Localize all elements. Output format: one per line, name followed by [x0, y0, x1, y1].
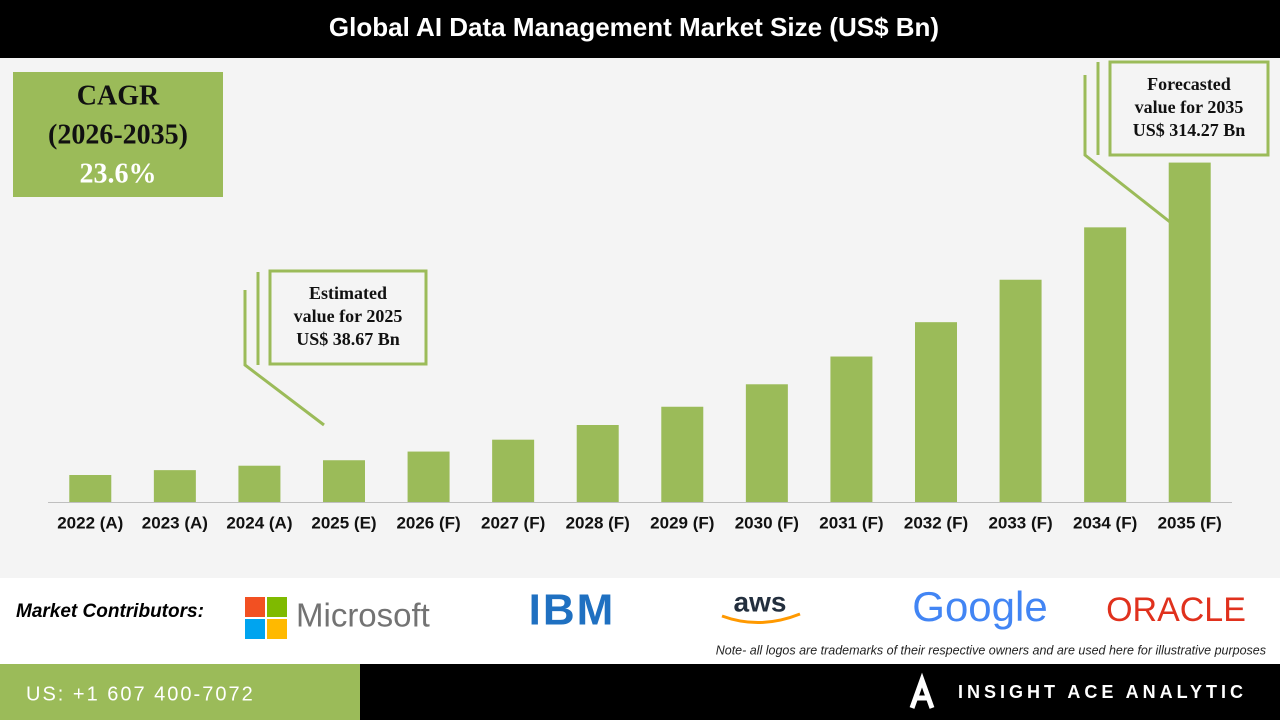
annotation-2035: Forecasted value for 2035 US$ 314.27 Bn	[1133, 74, 1246, 140]
cagr-period: (2026-2035)	[48, 119, 188, 150]
bar	[69, 475, 112, 502]
x-tick-label: 2030 (F)	[735, 513, 799, 532]
logo-oracle: ORACLE	[1106, 591, 1246, 629]
bar	[661, 406, 704, 502]
x-tick-label: 2028 (F)	[566, 513, 630, 532]
footer-brand-bar	[360, 664, 1280, 720]
bar	[745, 384, 788, 502]
annotation-line: Estimated	[309, 283, 387, 303]
bar	[492, 439, 535, 502]
footer-phone-bar	[0, 664, 360, 720]
cagr-value: 23.6%	[80, 158, 157, 189]
callout-box	[268, 269, 428, 366]
x-tick-label: 2033 (F)	[988, 513, 1052, 532]
annotation-2025: Estimated value for 2025 US$ 38.67 Bn	[294, 283, 403, 349]
chart-title: Global AI Data Management Market Size (U…	[329, 12, 939, 42]
callout-line	[1083, 75, 1171, 224]
brand-icon	[909, 672, 935, 709]
bars: 2022 (A) 2023 (A) 2024 (A) 2025 (E) 2026 (F)…	[57, 162, 1222, 532]
annotation-line: US$ 314.27 Bn	[1133, 120, 1246, 140]
footer-phone: US: +1 607 400-7072	[26, 683, 255, 705]
logo-google: Google	[912, 583, 1047, 630]
logo-note: Note- all logos are trademarks of their …	[716, 643, 1266, 657]
x-tick-label: 2029 (F)	[650, 513, 714, 532]
contributors-area	[0, 578, 1280, 664]
x-tick-label: 2023 (A)	[142, 513, 208, 532]
cagr-box	[13, 72, 223, 197]
logo-ibm: IBM	[529, 586, 616, 635]
bar	[999, 279, 1042, 502]
logo-microsoft: Microsoft	[296, 597, 430, 634]
logo-aws: aws	[734, 586, 787, 617]
x-tick-label: 2025 (E)	[311, 513, 376, 532]
x-tick-label: 2035 (F)	[1158, 513, 1222, 532]
callout-box	[1108, 60, 1270, 157]
annotation-line: US$ 38.67 Bn	[296, 329, 400, 349]
x-tick-label: 2034 (F)	[1073, 513, 1137, 532]
bar	[238, 465, 281, 502]
x-tick-label: 2022 (A)	[57, 513, 123, 532]
footer-brand: INSIGHT ACE ANALYTIC	[958, 682, 1247, 702]
bar	[576, 424, 619, 502]
annotation-line: value for 2025	[294, 306, 403, 326]
bar	[323, 460, 365, 502]
bar	[153, 470, 196, 502]
annotation-line: Forecasted	[1147, 74, 1231, 94]
x-tick-label: 2024 (A)	[226, 513, 292, 532]
bar	[1168, 162, 1211, 503]
x-tick-label: 2027 (F)	[481, 513, 545, 532]
header-bar	[0, 0, 1280, 58]
callout-line	[243, 290, 325, 427]
bar	[830, 356, 873, 502]
microsoft-icon	[245, 597, 287, 639]
bar	[1084, 227, 1127, 502]
x-tick-label: 2032 (F)	[904, 513, 968, 532]
annotation-line: value for 2035	[1135, 97, 1244, 117]
cagr-label: CAGR	[77, 80, 160, 111]
x-tick-label: 2031 (F)	[819, 513, 883, 532]
callouts	[243, 60, 1270, 427]
bar	[407, 451, 450, 502]
contributors-label: Market Contributors:	[16, 601, 204, 622]
x-tick-label: 2026 (F)	[396, 513, 460, 532]
aws-smile	[721, 612, 801, 624]
bar	[915, 322, 957, 502]
